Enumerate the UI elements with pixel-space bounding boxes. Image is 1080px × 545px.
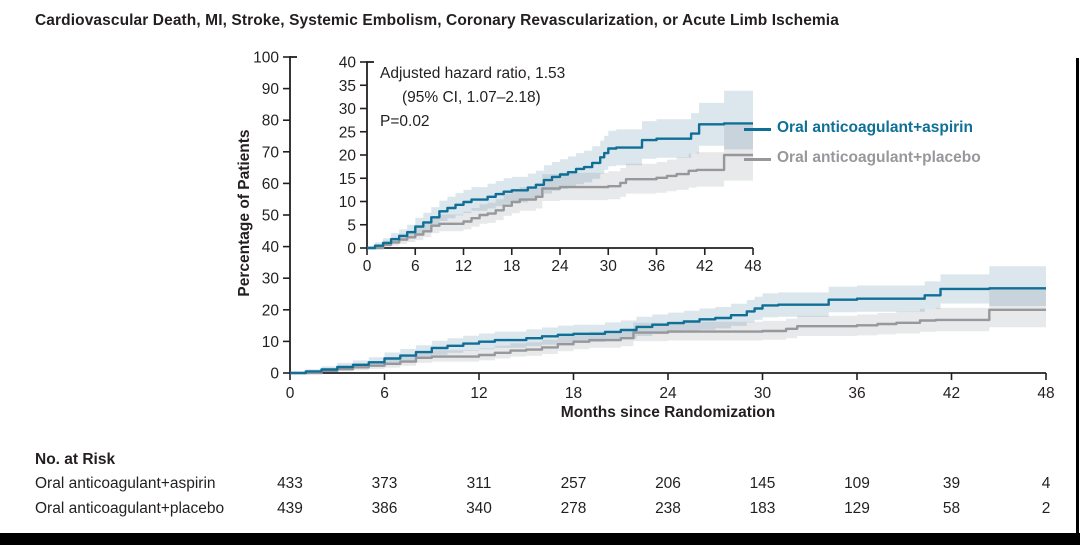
figure-title: Cardiovascular Death, MI, Stroke, System…	[35, 12, 839, 29]
hazard-ratio-annotation: Adjusted hazard ratio, 1.53 (95% CI, 1.0…	[380, 62, 565, 134]
y-axis-label: Percentage of Patients	[236, 129, 253, 297]
annotation-line-1: Adjusted hazard ratio, 1.53	[380, 65, 566, 82]
main-plot-x-tick-label: 0	[286, 385, 295, 402]
placebo-legend-swatch	[744, 158, 771, 161]
annotation-line-2: (95% CI, 1.07–2.18)	[402, 89, 541, 106]
main-plot-y-tick-label: 70	[262, 144, 280, 161]
inset-plot-x-tick-label: 48	[744, 258, 761, 275]
risk-value: 439	[277, 500, 303, 517]
inset-plot-x-tick-label: 0	[363, 258, 372, 275]
inset-plot-y-tick-label: 25	[339, 124, 356, 141]
annotation-line-3: P=0.02	[380, 113, 430, 130]
risk-row-label: Oral anticoagulant+aspirin	[35, 475, 216, 492]
main-plot-x-tick-label: 12	[470, 385, 487, 402]
risk-value: 58	[942, 500, 961, 517]
page-bottom-bar	[0, 533, 1080, 545]
risk-value: 39	[942, 475, 961, 492]
risk-row-aspirin: Oral anticoagulant+aspirin 433 373 311 257 2…	[0, 475, 1080, 495]
oral-anticoagulant-placebo-curve	[367, 153, 753, 250]
oral-anticoagulant-placebo-curve	[290, 308, 1046, 375]
main-plot-x-tick-label: 42	[943, 385, 960, 402]
risk-row-label: Oral anticoagulant+placebo	[35, 500, 225, 517]
oral-anticoagulant-aspirin-curve	[367, 122, 753, 250]
main-plot-y-tick-label: 80	[262, 113, 280, 130]
inset-plot-x-tick-label: 42	[696, 258, 713, 275]
inset-plot-x-tick-label: 30	[600, 258, 618, 275]
main-plot-x-tick-label: 36	[848, 385, 865, 402]
main-plot-y-tick-label: 30	[262, 271, 280, 288]
main-plot-y-tick-label: 40	[262, 239, 280, 256]
x-axis-label: Months since Randomization	[560, 404, 776, 421]
page-right-edge	[1076, 58, 1079, 533]
risk-value: 373	[371, 475, 398, 492]
risk-value: 311	[466, 475, 492, 492]
oral-anticoagulant-aspirin-ci-band	[290, 266, 1046, 373]
risk-value: 145	[749, 475, 776, 492]
inset-plot-y-tick-label: 15	[339, 171, 356, 188]
inset-plot-x-tick-label: 18	[503, 258, 520, 275]
main-plot-y-tick-label: 100	[253, 50, 279, 67]
risk-value: 4	[1041, 475, 1051, 492]
inset-plot-y-tick-label: 40	[339, 55, 357, 72]
risk-value: 433	[277, 475, 303, 492]
risk-value: 257	[560, 475, 587, 492]
main-plot-y-tick-label: 50	[262, 208, 280, 225]
inset-plot-y-tick-label: 20	[339, 148, 357, 165]
main-plot-x-tick-label: 30	[754, 385, 772, 402]
main-plot-x-tick-label: 48	[1037, 385, 1054, 402]
placebo-legend-label: Oral anticoagulant+placebo	[777, 149, 981, 166]
risk-value: 206	[655, 475, 681, 492]
main-plot-y-tick-label: 10	[262, 334, 280, 351]
risk-value: 238	[655, 500, 681, 517]
inset-plot-y-tick-label: 10	[339, 194, 357, 211]
risk-value: 109	[844, 475, 870, 492]
aspirin-legend-label: Oral anticoagulant+aspirin	[777, 119, 973, 136]
inset-plot-y-tick-label: 30	[339, 101, 357, 118]
risk-value: 2	[1041, 500, 1051, 517]
risk-value: 183	[749, 500, 776, 517]
inset-plot: 0 5 10 15 20 25 30 35 40 0 6 12 18 24 30 36 42 48	[339, 55, 762, 276]
main-plot-x-tick-label: 18	[565, 385, 582, 402]
inset-plot-x-tick-label: 36	[648, 258, 665, 275]
main-plot-x-tick-label: 6	[380, 385, 389, 402]
main-plot-y-tick-label: 0	[270, 366, 279, 383]
inset-plot-y-tick-label: 0	[347, 241, 356, 258]
main-plot-x-tick-label: 24	[659, 385, 677, 402]
risk-row-placebo: Oral anticoagulant+placebo 439 386 340 278 2…	[0, 500, 1080, 520]
oral-anticoagulant-aspirin-ci-band	[367, 90, 753, 248]
main-plot-y-tick-label: 20	[262, 302, 280, 319]
risk-value: 340	[466, 500, 492, 517]
inset-plot-x-tick-label: 24	[551, 258, 569, 275]
main-plot-y-tick-label: 90	[262, 81, 280, 98]
inset-plot-y-tick-label: 35	[339, 78, 356, 95]
main-plot-y-tick-label: 60	[262, 176, 280, 193]
risk-value: 278	[560, 500, 587, 517]
risk-value: 386	[371, 500, 398, 517]
inset-plot-y-tick-label: 5	[347, 217, 356, 234]
risk-value: 129	[844, 500, 870, 517]
no-at-risk-heading: No. at Risk	[35, 451, 116, 468]
inset-plot-x-tick-label: 6	[411, 258, 420, 275]
oral-anticoagulant-aspirin-curve	[290, 287, 1046, 375]
aspirin-legend-swatch	[744, 128, 771, 131]
inset-plot-x-tick-label: 12	[455, 258, 472, 275]
